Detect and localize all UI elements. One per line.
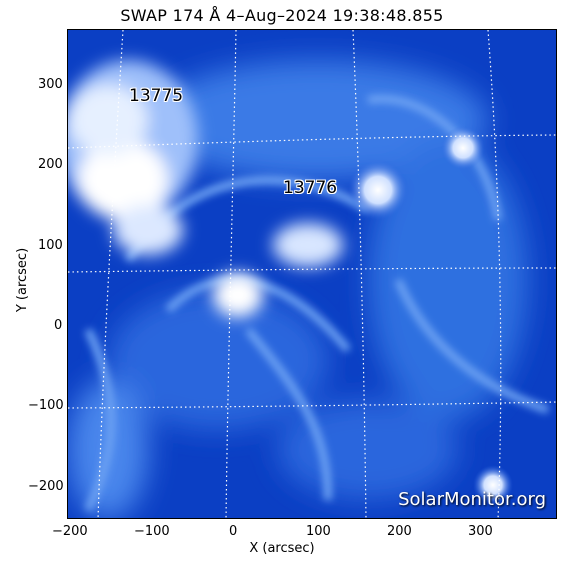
diffuse-corona bbox=[68, 60, 528, 518]
y-tick-minus100: −100 bbox=[28, 398, 64, 413]
y-tick-minus200: −200 bbox=[28, 479, 64, 494]
x-tick-minus200: −200 bbox=[52, 524, 88, 539]
active-region-13775 bbox=[68, 60, 198, 255]
y-tick-300: 300 bbox=[38, 77, 63, 92]
x-axis-label: X (arcsec) bbox=[249, 541, 315, 556]
watermark: SolarMonitor.org bbox=[398, 489, 546, 510]
y-tick-100: 100 bbox=[38, 238, 63, 253]
solar-image bbox=[68, 30, 556, 518]
y-tick-0: 0 bbox=[54, 318, 63, 333]
bright-core bbox=[213, 223, 343, 317]
y-axis-label: Y (arcsec) bbox=[15, 247, 30, 313]
bright-point bbox=[441, 126, 485, 170]
region-label-13776: 13776 bbox=[283, 178, 338, 198]
region-label-13775: 13775 bbox=[129, 86, 184, 106]
heliographic-grid bbox=[68, 30, 556, 518]
x-tick-0: 0 bbox=[229, 524, 238, 539]
active-region-13776 bbox=[348, 160, 408, 220]
solar-image-panel: 13775 13776 SolarMonitor.org bbox=[67, 29, 557, 519]
x-tick-100: 100 bbox=[306, 524, 331, 539]
x-tick-minus100: −100 bbox=[134, 524, 170, 539]
image-title: SWAP 174 Å 4–Aug–2024 19:38:48.855 bbox=[120, 6, 444, 25]
y-tick-200: 200 bbox=[38, 157, 63, 172]
x-tick-200: 200 bbox=[387, 524, 412, 539]
bright-point-lower bbox=[473, 465, 513, 505]
x-tick-300: 300 bbox=[468, 524, 493, 539]
